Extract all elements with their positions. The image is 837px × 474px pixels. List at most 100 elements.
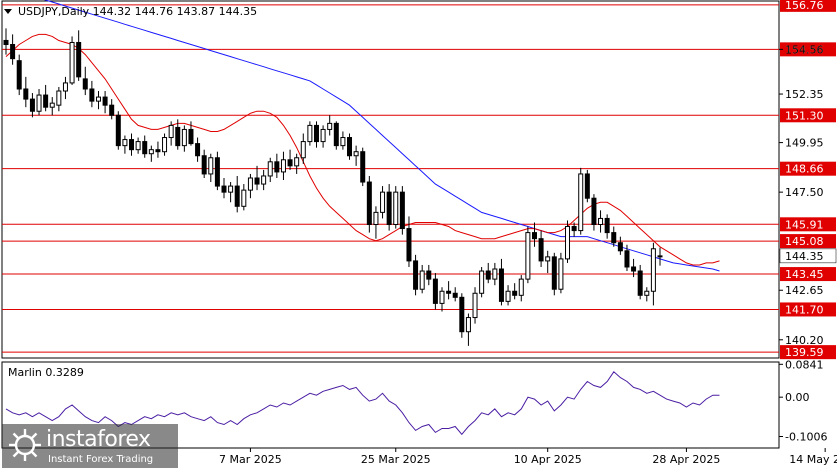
candle-body	[637, 270, 643, 296]
candle-body	[531, 232, 537, 240]
level-label: 141.70	[785, 303, 824, 316]
candle-body	[195, 143, 201, 157]
candle-body	[294, 157, 300, 167]
candle-body	[82, 78, 88, 90]
candle-body	[485, 270, 491, 280]
candle-body	[234, 185, 240, 207]
level-label: 145.91	[785, 218, 824, 231]
price-tick-label: 152.35	[785, 88, 824, 101]
candle-body	[3, 39, 9, 45]
level-label-bg	[780, 234, 836, 249]
candle-body	[498, 268, 504, 302]
candle-body	[43, 94, 49, 108]
candle-body	[16, 60, 22, 90]
candle-body	[360, 151, 366, 183]
level-label-bg	[780, 345, 836, 360]
candle-body	[122, 139, 128, 147]
level-label-bg	[780, 161, 836, 176]
candle-body	[340, 137, 346, 147]
candle-body	[578, 173, 584, 232]
candle-body	[241, 189, 247, 207]
level-label-bg	[780, 267, 836, 282]
current-price-label: 144.35	[785, 250, 824, 263]
level-label: 148.66	[785, 163, 824, 176]
collapse-triangle-icon	[4, 9, 12, 14]
candle-body	[426, 270, 432, 280]
candle-body	[247, 177, 253, 191]
candle-body	[584, 173, 590, 199]
candle-body	[148, 149, 154, 155]
price-tick-label: 147.50	[785, 186, 824, 199]
candle-body	[650, 248, 656, 292]
candle-body	[300, 141, 306, 159]
candle-body	[267, 161, 273, 177]
level-label: 139.59	[785, 346, 824, 359]
candle-body	[406, 228, 412, 262]
date-tick-label: 7 Mar 2025	[219, 453, 282, 466]
watermark-tagline: Instant Forex Trading	[48, 454, 154, 465]
candle-body	[142, 141, 148, 155]
candle-body	[545, 256, 551, 262]
candle-body	[399, 191, 405, 230]
candle-body	[175, 126, 181, 147]
level-label: 154.56	[785, 43, 824, 56]
candle-body	[380, 191, 386, 213]
level-label-bg	[780, 42, 836, 57]
level-label-bg	[780, 217, 836, 232]
instaforex-logo-icon	[9, 429, 41, 461]
candle-body	[181, 128, 187, 147]
candle-body	[617, 242, 623, 252]
candle-body	[611, 232, 617, 244]
level-label: 156.76	[785, 0, 824, 12]
candle-body	[413, 260, 419, 290]
candle-body	[465, 317, 471, 333]
candle-body	[89, 88, 95, 102]
level-label-bg	[780, 108, 836, 123]
date-tick-label: 25 Mar 2025	[361, 453, 431, 466]
price-tick-label: 154.56	[785, 43, 824, 56]
indicator-name: Marlin 0.3289	[8, 366, 84, 379]
candle-body	[525, 232, 531, 280]
candle-body	[327, 122, 333, 130]
candle-body	[221, 185, 227, 193]
indicator-line	[5, 371, 720, 436]
indicator-tick-label: 0.0841	[785, 358, 824, 371]
price-tick-label: 140.20	[785, 334, 824, 347]
candle-body	[102, 96, 108, 106]
candle-body	[452, 292, 458, 298]
candle-body	[155, 149, 161, 153]
candle-body	[551, 256, 557, 290]
candle-body	[366, 181, 372, 226]
candle-body	[135, 141, 141, 151]
candle-body	[439, 290, 445, 304]
price-tick-label: 149.95	[785, 137, 824, 150]
candle-body	[624, 250, 630, 268]
date-tick-label: 28 Apr 2025	[652, 453, 720, 466]
candle-body	[538, 238, 544, 262]
candle-body	[287, 159, 293, 167]
candle-body	[631, 266, 637, 272]
candle-body	[228, 185, 234, 193]
level-label-bg	[780, 0, 836, 12]
candle-body	[459, 296, 465, 333]
candle-body	[56, 90, 62, 106]
candle-body	[36, 94, 42, 112]
candle-body	[505, 290, 511, 302]
candle-body	[307, 124, 313, 143]
candle-body	[313, 124, 319, 143]
candle-body	[565, 226, 571, 260]
candle-body	[393, 191, 399, 226]
candle-body	[512, 290, 518, 296]
level-label-bg	[780, 302, 836, 317]
candle-body	[571, 226, 577, 232]
watermark-brand: instaforex	[46, 427, 151, 452]
candle-body	[518, 278, 524, 296]
candle-body	[598, 217, 604, 226]
candle-body	[373, 211, 379, 226]
candle-body	[168, 124, 174, 139]
instaforex-watermark: instaforex Instant Forex Trading	[2, 424, 178, 468]
candle-body	[201, 155, 207, 175]
candle-body	[492, 268, 498, 280]
